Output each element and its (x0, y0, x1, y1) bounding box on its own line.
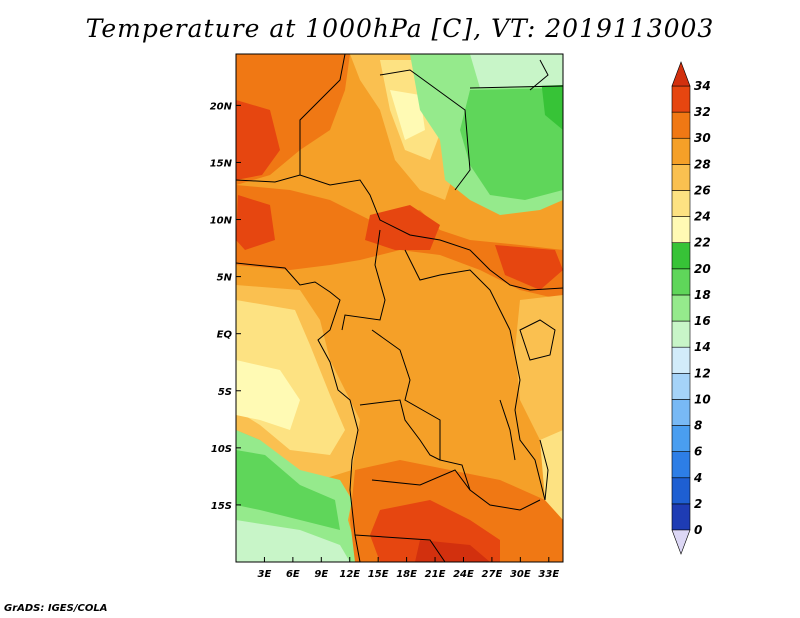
latitude-axis: 20N 15N 10N 5N EQ 5S 10S 15S (210, 101, 241, 512)
lon-tick-label-7: 24E (453, 569, 474, 580)
colorbar-label-13: 26 (694, 183, 711, 197)
lake-malawi (539, 439, 549, 501)
lon-tick-label-5: 18E (396, 569, 417, 580)
colorbar-label-2: 4 (693, 471, 702, 485)
field-atlantic-22 (236, 360, 300, 430)
lat-tick-label-4: EQ (217, 330, 233, 341)
cameroon-border (341, 229, 386, 331)
colorbar-segment-6 (671, 346, 691, 374)
colorbar-label-9: 18 (694, 288, 711, 302)
lon-tick-label-2: 9E (314, 569, 328, 580)
colorbar-label-1: 2 (694, 497, 702, 511)
colorbar-label-12: 24 (694, 210, 711, 224)
colorbar-segment-11 (671, 216, 691, 244)
field-east-26 (515, 295, 563, 450)
colorbar-label-15: 30 (694, 131, 711, 145)
egypt-border (469, 85, 563, 89)
chad-libya-border (379, 69, 471, 191)
lon-tick-label-0: 3E (258, 569, 272, 580)
colorbar-label-0: 0 (694, 523, 702, 537)
colorbar-segment-12 (671, 190, 691, 217)
colorbar-segment-0 (671, 503, 691, 531)
colorbar-segment-5 (671, 372, 691, 400)
colorbar-label-8: 16 (694, 314, 711, 328)
colorbar-label-17: 34 (694, 79, 711, 93)
map-frame (235, 53, 564, 563)
lon-tick-label-9: 30E (510, 569, 531, 580)
southern-border (371, 469, 541, 511)
east-border (509, 329, 546, 501)
colorbar-segment-3 (671, 425, 691, 452)
lon-tick-label-6: 21E (425, 569, 446, 580)
lon-tick-label-1: 6E (286, 569, 300, 580)
colorbar-label-5: 10 (694, 392, 711, 406)
credit-label: GrADS: IGES/COLA (4, 603, 108, 614)
colorbar-segment-14 (671, 137, 691, 165)
colorbar-segment-13 (671, 164, 691, 191)
lat-tick-label-3: 5N (217, 273, 233, 284)
colorbar-segment-4 (671, 399, 691, 426)
colorbar-label-6: 12 (694, 366, 711, 380)
colorbar-label-11: 22 (694, 236, 711, 250)
colorbar-segment-1 (671, 477, 691, 505)
colorbar-label-7: 14 (694, 340, 711, 354)
nile-delta (529, 59, 549, 91)
colorbar-segment-9 (671, 268, 691, 296)
field-northeast-20 (460, 88, 563, 200)
field-sahara-west-32 (236, 100, 280, 180)
coastlines-borders (236, 54, 563, 562)
lat-tick-label-1: 15N (210, 158, 233, 169)
lat-tick-label-6: 10S (211, 444, 232, 455)
field-sahel-hot-32 (365, 205, 440, 250)
field-northeast-16 (470, 54, 563, 88)
longitude-axis: 3E 6E 9E 12E 15E 18E 21E 24E 27E 30E 33E (258, 557, 559, 580)
field-southatlantic-20 (236, 450, 340, 530)
colorbar-over-triangle (671, 61, 691, 87)
colorbar-label-4: 8 (694, 419, 702, 433)
field-guinea-32 (236, 195, 275, 250)
mali-border (299, 54, 346, 175)
sahel-border (236, 174, 563, 291)
colorbar-label-10: 20 (694, 262, 711, 276)
lon-tick-label-8: 27E (482, 569, 503, 580)
lat-tick-label-2: 10N (210, 216, 233, 227)
colorbar-label-3: 6 (694, 445, 702, 459)
field-sahara-22 (390, 90, 425, 140)
lake-tanganyika (499, 399, 516, 461)
field-southatlantic-16 (236, 520, 350, 562)
lat-tick-label-7: 15S (211, 501, 232, 512)
lat-tick-label-5: 5S (218, 387, 232, 398)
colorbar-segment-2 (671, 451, 691, 479)
lon-tick-label-3: 12E (339, 569, 360, 580)
car-border (404, 249, 511, 331)
congo-border (371, 329, 471, 491)
colorbar-label-14: 28 (694, 157, 711, 171)
namibia-border (354, 534, 446, 562)
lake-victoria (519, 319, 556, 361)
angola-border (359, 399, 441, 461)
colorbar-segment-8 (671, 294, 691, 322)
colorbar-segment-7 (671, 320, 691, 348)
lat-tick-label-0: 20N (210, 101, 233, 112)
colorbar-label-16: 32 (694, 105, 711, 119)
temperature-field (236, 54, 563, 562)
map-title: Temperature at 1000hPa [C], VT: 20191130… (85, 14, 715, 43)
colorbar-segment-15 (671, 111, 691, 139)
colorbar-segment-16 (671, 85, 691, 113)
colorbar-under-triangle (671, 529, 691, 555)
lon-tick-label-10: 33E (538, 569, 559, 580)
west-coastline (236, 262, 361, 562)
colorbar-segment-10 (671, 242, 691, 270)
field-sudan-32 (495, 245, 563, 290)
lon-tick-label-4: 15E (368, 569, 389, 580)
